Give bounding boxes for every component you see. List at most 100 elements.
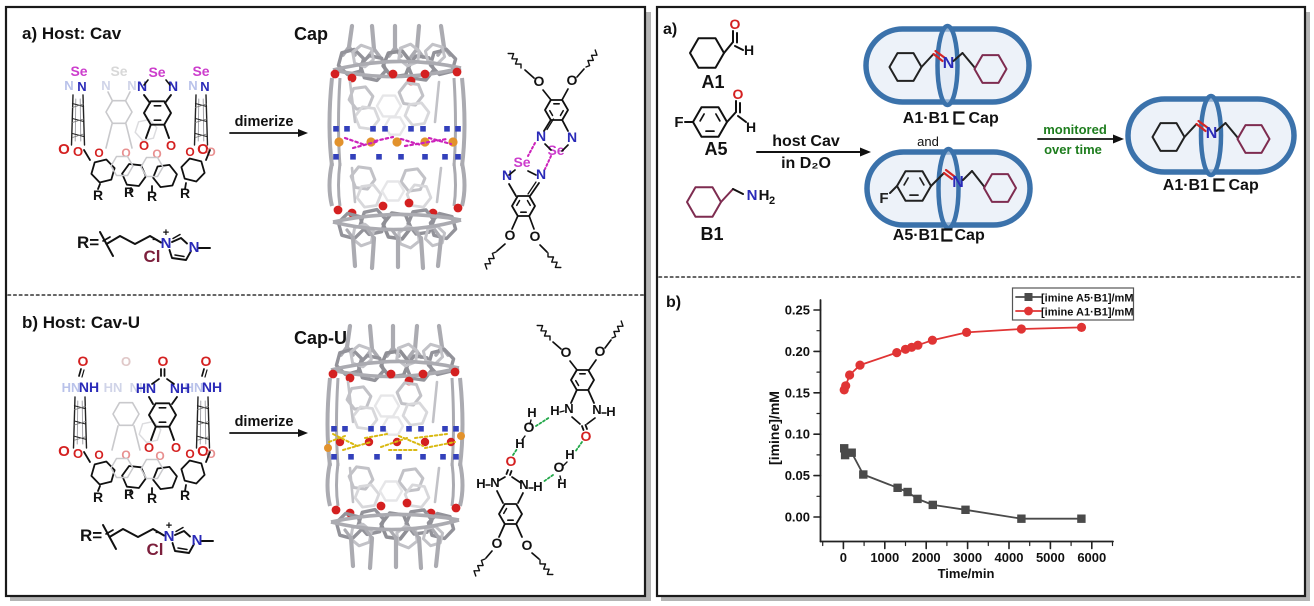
svg-text:N: N — [64, 78, 73, 93]
svg-text:R: R — [124, 184, 134, 200]
svg-text:R: R — [147, 490, 157, 506]
svg-text:O: O — [206, 145, 215, 159]
svg-text:0.25: 0.25 — [785, 303, 810, 318]
svg-text:B1: B1 — [700, 224, 723, 244]
svg-text:HN: HN — [185, 380, 204, 395]
svg-text:A5: A5 — [704, 139, 727, 159]
svg-text:A1·B1: A1·B1 — [1163, 177, 1209, 194]
svg-text:[imine]/mM: [imine]/mM — [766, 391, 782, 465]
svg-text:N: N — [192, 532, 203, 549]
svg-text:0.10: 0.10 — [785, 427, 810, 442]
svg-text:N: N — [536, 128, 546, 144]
svg-text:O: O — [58, 141, 70, 158]
svg-text:O: O — [73, 144, 83, 159]
svg-text:N: N — [200, 79, 209, 94]
svg-text:O: O — [171, 440, 181, 455]
svg-text:R: R — [93, 187, 103, 203]
svg-text:N: N — [101, 78, 110, 93]
svg-text:O: O — [155, 449, 164, 463]
svg-text:N: N — [168, 78, 178, 94]
svg-text:O: O — [94, 146, 103, 160]
svg-text:O: O — [506, 453, 517, 469]
svg-text:N: N — [490, 475, 499, 490]
svg-text:+: + — [166, 520, 172, 532]
svg-text:A1: A1 — [701, 72, 724, 92]
svg-text:R: R — [93, 489, 103, 505]
svg-text:O: O — [185, 447, 194, 461]
svg-text:HN: HN — [104, 380, 123, 395]
svg-text:N: N — [952, 174, 964, 191]
svg-text:H: H — [557, 476, 566, 491]
svg-text:O: O — [166, 138, 176, 153]
svg-text:O: O — [121, 146, 130, 160]
svg-text:HN: HN — [62, 380, 81, 395]
svg-text:−: − — [155, 528, 161, 539]
svg-text:R=: R= — [77, 233, 99, 252]
svg-text:N: N — [1206, 125, 1218, 142]
svg-text:0.00: 0.00 — [785, 510, 810, 525]
svg-text:O: O — [78, 353, 89, 369]
svg-text:N: N — [943, 55, 955, 72]
svg-text:R: R — [180, 487, 190, 503]
svg-text:O: O — [530, 228, 541, 244]
svg-text:Se: Se — [148, 64, 165, 80]
svg-text:−: − — [152, 235, 158, 246]
svg-text:a) Host: Cav: a) Host: Cav — [22, 24, 122, 43]
svg-text:O: O — [567, 72, 578, 88]
svg-text:O: O — [152, 147, 161, 161]
svg-text:0.20: 0.20 — [785, 344, 810, 359]
svg-text:H: H — [476, 476, 485, 491]
svg-text:R: R — [180, 185, 190, 201]
svg-text:Cl: Cl — [144, 247, 161, 266]
svg-text:H: H — [565, 447, 574, 462]
svg-text:O: O — [197, 141, 209, 158]
svg-text:host Cav: host Cav — [772, 133, 840, 150]
svg-text:O: O — [158, 353, 169, 369]
svg-text:N: N — [77, 79, 86, 94]
svg-text:H: H — [527, 405, 536, 420]
svg-text:Time/min: Time/min — [938, 566, 995, 581]
svg-text:4000: 4000 — [995, 550, 1024, 565]
svg-text:O: O — [492, 535, 503, 551]
svg-text:N: N — [188, 78, 197, 93]
svg-text:Cap: Cap — [955, 227, 985, 244]
svg-text:b) Host: Cav-U: b) Host: Cav-U — [22, 313, 140, 332]
svg-text:NH: NH — [130, 380, 149, 395]
svg-text:[imine A5·B1]/mM: [imine A5·B1]/mM — [1041, 293, 1134, 305]
svg-text:O: O — [733, 86, 744, 102]
svg-text:H: H — [746, 119, 756, 135]
svg-text:R=: R= — [80, 526, 102, 545]
svg-text:O: O — [201, 353, 212, 369]
svg-text:N: N — [502, 167, 512, 183]
svg-text:Cl: Cl — [147, 540, 164, 559]
svg-text:+: + — [163, 227, 169, 239]
svg-text:N: N — [519, 477, 528, 492]
svg-text:N: N — [567, 129, 577, 145]
svg-text:N: N — [564, 401, 573, 416]
svg-text:O: O — [522, 537, 533, 553]
svg-text:F: F — [674, 114, 683, 131]
svg-text:O: O — [73, 446, 83, 461]
svg-text:O: O — [58, 443, 70, 460]
svg-text:dimerize: dimerize — [235, 114, 294, 130]
svg-text:N: N — [747, 187, 758, 204]
svg-text:O: O — [185, 145, 194, 159]
svg-text:O: O — [534, 73, 545, 89]
svg-text:0.15: 0.15 — [785, 385, 810, 400]
svg-text:Cap-U: Cap-U — [294, 328, 347, 348]
svg-text:N: N — [592, 402, 601, 417]
svg-text:R: R — [147, 188, 157, 204]
svg-text:over time: over time — [1044, 142, 1102, 157]
svg-text:a): a) — [663, 21, 677, 38]
svg-text:N: N — [137, 78, 147, 94]
svg-text:Se: Se — [110, 63, 127, 79]
svg-text:O: O — [595, 343, 606, 359]
svg-text:H: H — [533, 479, 542, 494]
svg-text:Cap: Cap — [294, 24, 328, 44]
svg-text:0: 0 — [840, 550, 847, 565]
svg-text:O: O — [561, 344, 572, 360]
svg-text:O: O — [581, 428, 592, 444]
svg-text:3000: 3000 — [953, 550, 982, 565]
svg-text:N: N — [127, 78, 136, 93]
svg-text:dimerize: dimerize — [235, 414, 294, 430]
